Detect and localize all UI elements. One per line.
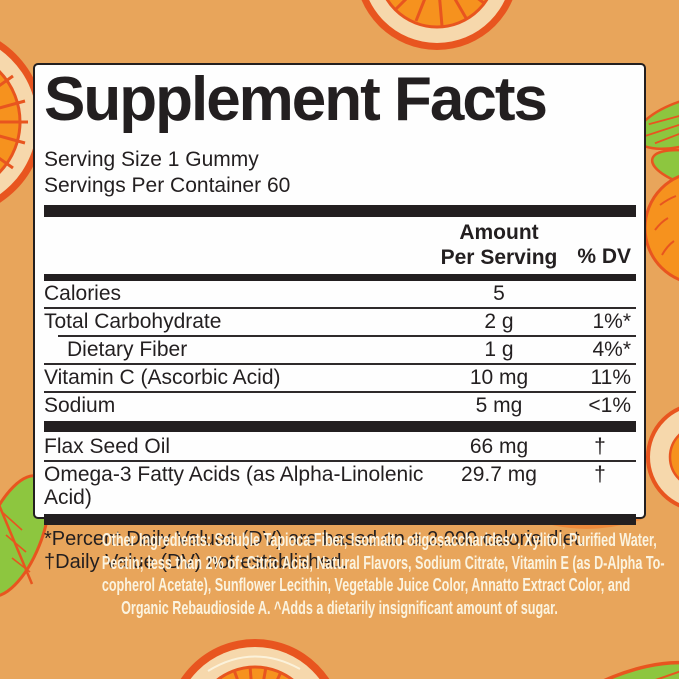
ingredients-line: copherol Acetate), Sunflower Lecithin, V… <box>101 575 631 595</box>
nutrient-amount: 10 mg <box>469 366 529 389</box>
row-divider <box>44 363 636 365</box>
table-row: Dietary Fiber 1 g 4%* <box>44 337 636 363</box>
footnote-daily-value: †Daily Value (DV) not established. <box>44 551 348 573</box>
ingredients-line: Organic Rebaudioside A. ^Adds a dietaril… <box>121 597 558 618</box>
serving-size-text: Serving Size 1 Gummy <box>44 148 259 171</box>
other-ingredients-text: Other Ingredients: Soluble Tapioca Fiber… <box>101 529 665 619</box>
nutrient-name: Vitamin C (Ascorbic Acid) <box>44 366 281 389</box>
table-row: Vitamin C (Ascorbic Acid) 10 mg 11% <box>44 365 636 391</box>
nutrient-dv: 1%* <box>592 310 631 333</box>
nutrient-dv: <1% <box>588 394 631 417</box>
nutrient-amount: 1 g <box>484 338 514 361</box>
table-row: Sodium 5 mg <1% <box>44 393 636 419</box>
nutrient-dv: 11% <box>590 366 631 389</box>
table-row: Flax Seed Oil 66 mg † <box>44 434 636 460</box>
servings-per-container-text: Servings Per Container 60 <box>44 174 291 197</box>
panel-title: Supplement Facts <box>44 65 548 134</box>
orange-slice-bottom-icon <box>180 639 330 679</box>
nutrient-name: Sodium <box>44 394 116 417</box>
row-divider <box>44 391 636 393</box>
orange-wedge-left-icon <box>0 41 44 203</box>
percent-dv-header: % DV <box>577 245 631 268</box>
divider-bar-top <box>44 205 636 217</box>
divider-bar-header <box>44 274 636 281</box>
orange-cross-section-right-icon <box>646 406 679 508</box>
row-divider-indented <box>58 335 636 337</box>
divider-bar-middle <box>44 421 636 432</box>
table-row: Omega-3 Fatty Acids (as Alpha-Linolenic … <box>44 462 636 511</box>
ingredients-line: Pectin; less than 2% of: Citric Acid, Na… <box>101 552 665 573</box>
footnote-percent-dv: *Percent Daily Values (DV) are based on … <box>44 528 586 550</box>
nutrient-amount: 2 g <box>484 310 514 333</box>
nutrient-name: Omega-3 Fatty Acids (as Alpha-Linolenic … <box>44 463 424 509</box>
amount-header-line2: Per Serving <box>440 246 558 269</box>
nutrient-dv-dagger: † <box>594 463 606 486</box>
nutrient-name: Total Carbohydrate <box>44 310 222 333</box>
nutrient-amount: 5 <box>493 282 505 305</box>
nutrient-name: Dietary Fiber <box>67 338 188 361</box>
serving-info: Serving Size 1 Gummy Servings Per Contai… <box>44 147 636 199</box>
orange-slice-top-icon <box>361 0 513 50</box>
amount-per-serving-header: Amount Per Serving <box>434 220 564 270</box>
nutrient-amount: 5 mg <box>475 394 523 417</box>
supplement-facts-panel: Supplement Facts Serving Size 1 Gummy Se… <box>33 63 646 573</box>
amount-header-line1: Amount <box>459 221 539 244</box>
nutrient-amount: 29.7 mg <box>461 463 537 486</box>
nutrient-dv-dagger: † <box>594 435 606 458</box>
table-row: Calories 5 <box>44 281 636 307</box>
ingredients-line: Other Ingredients: Soluble Tapioca Fiber… <box>101 530 657 550</box>
nutrient-name: Flax Seed Oil <box>44 435 171 458</box>
row-divider <box>44 460 636 462</box>
divider-bar-bottom <box>44 514 636 525</box>
nutrient-name: Calories <box>44 282 122 305</box>
leaf-bottom-right-icon <box>536 660 679 679</box>
table-header: Amount Per Serving % DV <box>44 217 636 274</box>
nutrient-dv: 4%* <box>592 338 631 361</box>
footnotes: *Percent Daily Values (DV) are based on … <box>44 528 636 574</box>
table-row: Total Carbohydrate 2 g 1%* <box>44 309 636 335</box>
nutrient-amount: 66 mg <box>469 435 529 458</box>
row-divider <box>44 307 636 309</box>
